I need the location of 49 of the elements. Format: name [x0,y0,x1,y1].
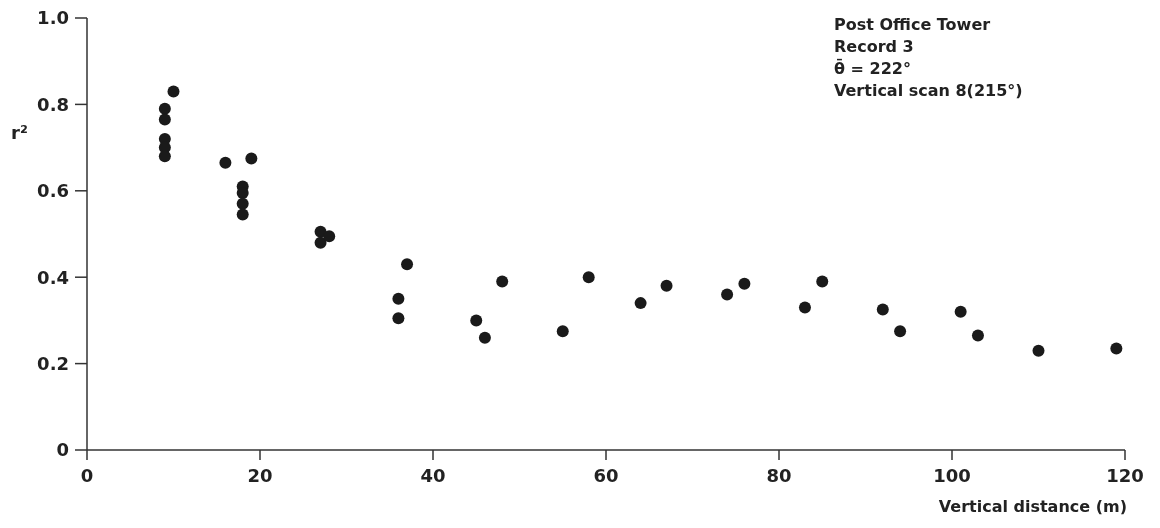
x-tick-label: 100 [933,465,971,486]
y-axis-title: r² [11,121,28,143]
point [158,150,171,163]
point [167,85,180,98]
annotation: Record 3 [834,37,914,56]
point [894,325,907,338]
point [392,292,405,305]
point [219,156,232,169]
point [971,329,984,342]
y-tick-label: 0.2 [37,352,69,374]
point [1032,344,1045,357]
point [660,279,673,292]
point [245,152,258,165]
y-tick-label: 0 [56,439,69,461]
x-tick-label: 80 [766,465,792,486]
point [401,258,414,271]
point [876,303,889,316]
point [392,312,405,325]
point [721,288,734,301]
y-tick-label: 0.8 [37,93,69,115]
y-tick-label: 0.6 [37,180,69,202]
x-tick-label: 60 [593,465,619,486]
point [556,325,569,338]
annotation: Post Office Tower [834,15,991,34]
point [798,301,811,314]
point [478,331,491,344]
point [236,197,249,210]
point [236,208,249,221]
x-tick-label: 20 [247,465,273,486]
point [1110,342,1123,355]
point [314,236,327,249]
point [470,314,483,327]
x-tick-label: 40 [420,465,446,486]
x-tick-label: 120 [1106,465,1144,486]
point [816,275,829,288]
point [954,305,967,318]
point [496,275,509,288]
x-axis-title: Vertical distance (m) [938,497,1127,516]
point [582,271,595,284]
annotation: Vertical scan 8(215°) [834,81,1023,100]
x-tick-label: 0 [80,465,94,486]
point [634,297,647,310]
point [323,230,336,243]
point [158,102,171,115]
y-tick-label: 0.4 [37,266,69,288]
point [738,277,751,290]
y-tick-label: 1.0 [37,7,69,29]
point [158,113,171,126]
annotation: θ̄ = 222° [834,58,911,78]
